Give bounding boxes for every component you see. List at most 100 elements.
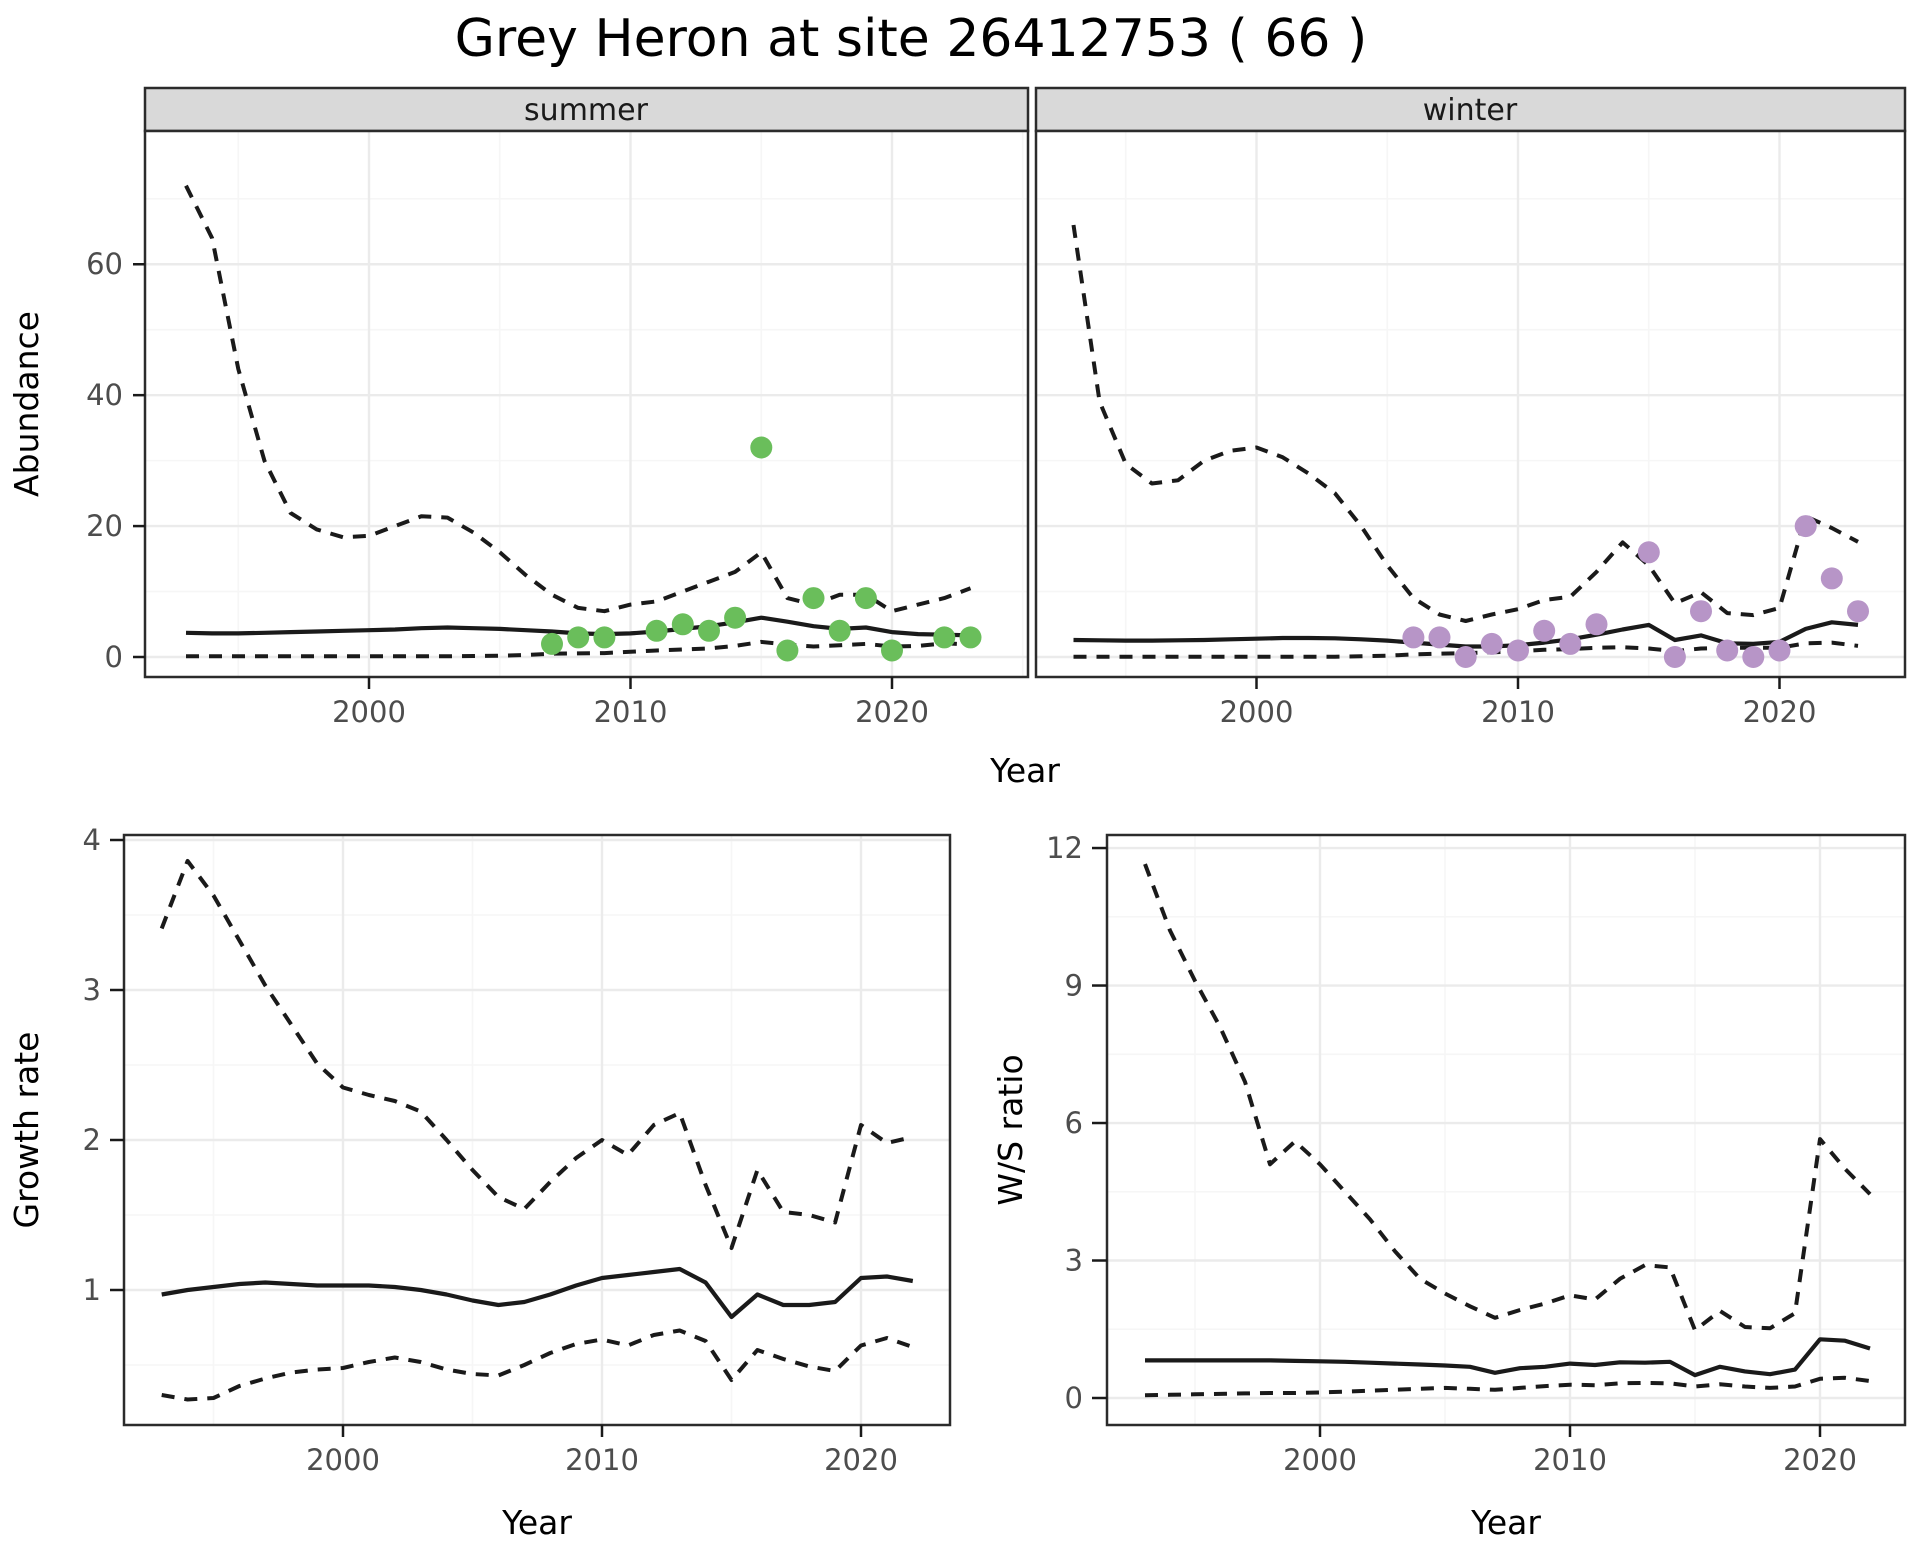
y-tick-label: 12 [1046,831,1083,865]
observed-point [828,619,851,642]
observed-point [1768,639,1791,662]
observed-point [724,606,747,629]
y-tick-label: 60 [86,247,123,281]
y-tick-label: 3 [1065,1244,1083,1278]
x-tick-label: 2000 [306,1443,380,1477]
panel-abundance-winter: 2000 2010 2020 [1034,129,1907,729]
panel-border [143,129,1030,679]
observed-point [750,436,773,459]
panel-background [1107,835,1905,1425]
ws-x-axis-title: Year [1470,1503,1541,1542]
ws-ratio-lower-ci-line [1144,1375,1871,1398]
y-tick-label: 40 [86,378,123,412]
y-tick-label: 6 [1065,1106,1083,1140]
y-tick-label: 1 [83,1273,101,1307]
x-tick-label: 2000 [332,695,406,729]
abundance-summer-lower-ci-line [186,639,971,659]
observed-point [1716,639,1739,662]
x-tick-label: 2020 [855,695,929,729]
panel-border [122,833,952,1427]
observed-point [671,613,694,636]
y-tick-label: 9 [1065,969,1083,1003]
observed-point [933,626,956,649]
panel-growth-rate: 2000 2010 2020 1 2 3 4 [83,823,952,1477]
observed-point [593,626,616,649]
panel-abundance-summer: 2000 2010 2020 0 20 40 60 [86,129,1030,729]
facet-strip-winter: winter [1034,86,1907,133]
observed-point [1637,541,1660,564]
top-x-axis-title: Year [989,751,1060,790]
x-tick-label: 2010 [1481,695,1555,729]
abundance-winter-observed-points [1402,515,1869,668]
x-axis: 2000 2010 2020 [1283,1425,1857,1477]
facet-strip-winter-label: winter [1423,93,1518,128]
observed-point [959,626,982,649]
panel-border [1034,129,1907,679]
observed-point [802,587,825,610]
observed-point [1663,646,1686,668]
growth-x-axis-title: Year [501,1503,572,1542]
plot-title: Grey Heron at site 26412753 ( 66 ) [455,9,1368,69]
y-tick-label: 4 [83,823,101,857]
observed-point [1820,567,1843,590]
ws-ratio-upper-ci-line [1143,863,1872,1333]
y-tick-label: 0 [105,640,123,674]
observed-point [1585,613,1608,636]
observed-point [1480,632,1503,655]
observed-point [854,587,877,610]
gridlines [124,835,950,1425]
series-group [1143,863,1872,1398]
observed-point [1507,639,1529,662]
x-tick-label: 2010 [594,695,668,729]
series-group [159,859,914,1402]
observed-point [1690,600,1712,623]
facet-strip-summer-box [143,86,1030,133]
observed-point [1402,626,1425,649]
abundance-winter-upper-ci-line [1071,224,1859,623]
observed-point [881,639,903,662]
x-tick-label: 2010 [1533,1443,1607,1477]
observed-point [1742,646,1765,668]
gridlines [1107,835,1905,1425]
y-axis: 0 3 6 9 12 [1046,831,1107,1415]
y-tick-label: 0 [1065,1381,1083,1415]
x-axis: 2000 2010 2020 [1220,677,1817,729]
x-tick-label: 2000 [1283,1443,1357,1477]
observed-point [541,632,563,655]
observed-point [1559,632,1582,655]
x-tick-label: 2020 [1743,695,1817,729]
observed-point [1428,626,1451,649]
abundance-summer-observed-points [541,436,982,662]
panel-border [1105,833,1907,1427]
facet-strip-summer-label: summer [524,93,649,128]
x-tick-label: 2020 [1783,1443,1857,1477]
y-tick-label: 3 [83,973,101,1007]
observed-point [1533,619,1556,642]
ws-ratio-median-line [1145,1337,1871,1378]
growth-rate-upper-ci-line [159,859,914,1250]
x-axis: 2000 2010 2020 [332,677,929,729]
observed-point [776,639,799,662]
y-tick-label: 2 [83,1123,101,1157]
y-tick-label: 20 [86,509,123,543]
facet-strip-summer: summer [143,86,1030,133]
observed-point [645,619,668,642]
x-tick-label: 2000 [1220,695,1294,729]
abundance-axis-title: Abundance [7,311,46,497]
observed-point [567,626,590,649]
panel-background [145,131,1028,677]
panel-background [124,835,950,1425]
abundance-summer-upper-ci-line [184,184,972,614]
panel-background [1036,131,1905,677]
x-axis: 2000 2010 2020 [306,1425,898,1477]
y-axis: 0 20 40 60 [86,247,145,674]
x-tick-label: 2020 [824,1443,898,1477]
observed-point [1454,646,1477,668]
growth-rate-axis-title: Growth rate [7,1032,46,1229]
panel-ws-ratio: 2000 2010 2020 0 3 6 9 12 [1046,831,1907,1477]
facet-strip-winter-box [1034,86,1907,133]
gridlines [145,131,1028,677]
